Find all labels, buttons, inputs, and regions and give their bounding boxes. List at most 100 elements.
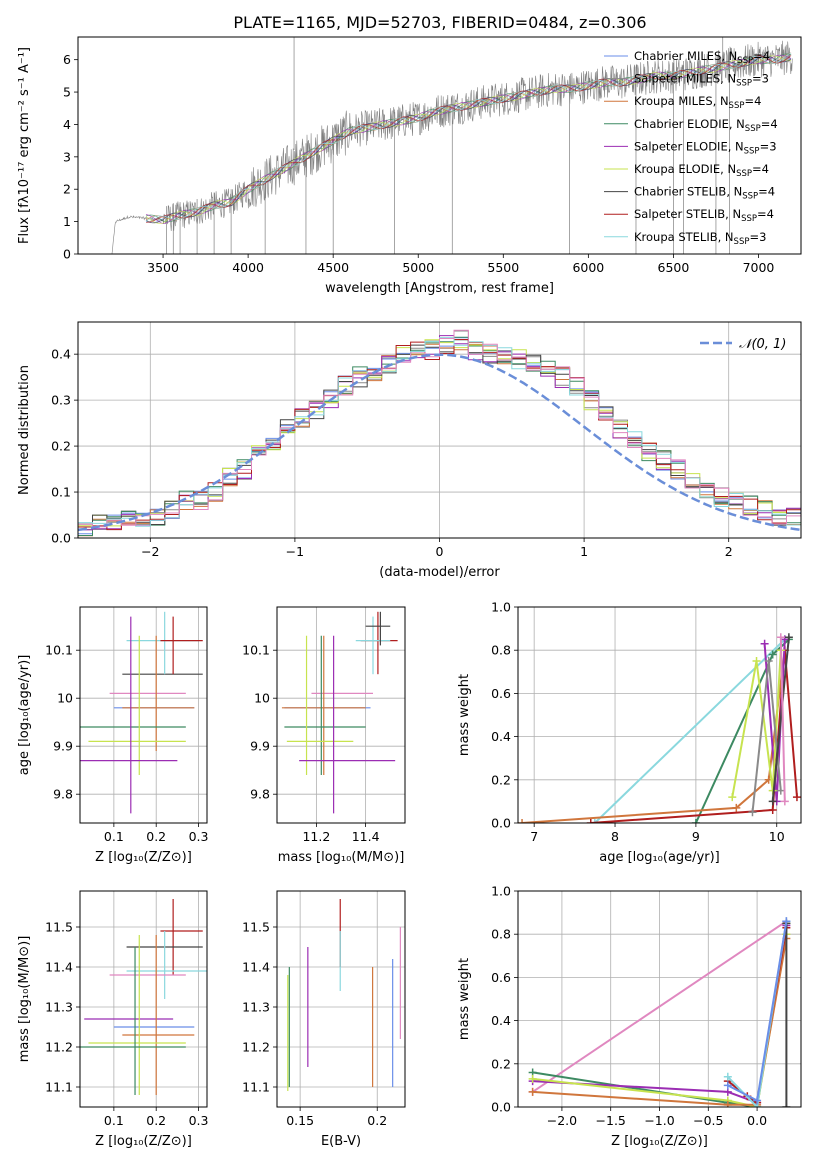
age-vs-mass-plot-area <box>281 611 398 814</box>
mass-vs-EBV-panel: 0.15 0.2 11.1 11.2 11.3 11.4 11.5 E(B-V) <box>242 890 406 1149</box>
x-tick-label: 11.2 <box>302 829 330 844</box>
weight-marker <box>784 633 793 642</box>
weight-marker <box>776 633 785 642</box>
x-tick-label: 0.2 <box>146 1113 166 1128</box>
y-tick-label: 0 <box>63 247 71 262</box>
y-tick-label: 0.4 <box>491 1013 511 1028</box>
legend-name: Chabrier ELODIE, N <box>634 117 745 131</box>
x-axis-label: (data-model)/error <box>379 565 500 580</box>
weight-line <box>771 637 790 802</box>
weight-marker <box>780 635 789 644</box>
y-axis-label: mass weight <box>457 674 472 756</box>
error-bar-point <box>160 899 203 975</box>
weight-marker <box>586 819 595 823</box>
x-tick-label: 2 <box>725 544 733 559</box>
error-bar-point <box>286 635 354 775</box>
weight-marker <box>768 650 777 659</box>
axes-frame <box>79 606 208 824</box>
x-tick-label: 0.3 <box>189 829 209 844</box>
legend-sub: SSP <box>745 124 761 134</box>
x-tick-label: 0.15 <box>286 1113 314 1128</box>
x-axis-label: Z [log₁₀(Z/Z⊙)] <box>611 1134 708 1149</box>
x-tick-label: 10 <box>769 829 785 844</box>
mass-weight-vs-age-panel: 7 8 9 10 0.0 0.2 0.4 0.6 0.8 1.0 age [log₁₀(age/yr… <box>457 600 802 865</box>
legend-sub: SSP <box>737 56 753 66</box>
mass-vs-Z-panel: 0.1 0.2 0.3 11.1 11.2 11.3 11.4 11.5 Z [log₁₀(Z/… <box>17 890 209 1149</box>
y-tick-label: 0.2 <box>491 1056 511 1071</box>
error-bar-point <box>126 611 199 675</box>
legend-label: Salpeter MILES, NSSP=3 <box>634 72 769 89</box>
y-tick-label: 11.5 <box>242 920 270 935</box>
y-tick-label: 0.8 <box>491 927 511 942</box>
axes-frame <box>517 890 802 1108</box>
legend-label: Chabrier STELIB, NSSP=4 <box>634 185 775 202</box>
y-tick-label: 0.8 <box>491 643 511 658</box>
weight-line <box>731 650 782 798</box>
legend-suffix: =4 <box>761 117 778 131</box>
x-tick-label: 4000 <box>232 260 264 275</box>
legend-name: Kroupa MILES, N <box>634 94 729 108</box>
x-tick-label: 6500 <box>658 260 690 275</box>
gaussian-curve <box>78 353 801 532</box>
weight-line <box>532 938 788 1106</box>
x-tick-label: 0.1 <box>104 1113 124 1128</box>
y-tick-label: 0.0 <box>491 816 511 831</box>
axes-frame <box>517 606 802 824</box>
legend-name: Kroupa STELIB, N <box>634 230 734 244</box>
x-tick-label: 3500 <box>147 260 179 275</box>
legend-label: 𝒩(0, 1) <box>739 337 786 352</box>
weight-line <box>594 638 786 823</box>
error-bar-point <box>281 635 366 775</box>
legend-suffix: =3 <box>760 139 777 153</box>
mass-weight-vs-age-plot-area <box>518 633 801 823</box>
y-tick-label: 0.2 <box>51 439 71 454</box>
legend-suffix: =4 <box>758 185 775 199</box>
y-axis-label: Normed distribution <box>17 365 32 495</box>
weight-marker <box>780 797 789 806</box>
weight-marker <box>691 819 700 823</box>
legend-label: Salpeter STELIB, NSSP=4 <box>634 207 774 224</box>
y-tick-label: 0.6 <box>491 970 511 985</box>
axes-frame <box>276 890 406 1108</box>
legend-name: Salpeter MILES, N <box>634 72 736 86</box>
x-tick-label: 5500 <box>487 260 519 275</box>
weight-marker <box>760 639 769 648</box>
y-tick-label: 3 <box>63 149 71 164</box>
legend-label: Salpeter ELODIE, NSSP=3 <box>634 139 777 156</box>
legend-label: Kroupa MILES, NSSP=4 <box>634 94 761 111</box>
x-tick-label: 0.3 <box>189 1113 209 1128</box>
residuals-plot-area <box>78 329 801 537</box>
x-tick-label: 7000 <box>743 260 775 275</box>
legend-suffix: =4 <box>757 207 774 221</box>
y-axis-label: mass weight <box>457 958 472 1040</box>
legend-suffix: =4 <box>744 94 761 108</box>
x-tick-label: 0.2 <box>367 1113 387 1128</box>
y-tick-label: 10 <box>57 691 73 706</box>
weight-marker <box>723 1072 732 1081</box>
mass-vs-EBV-plot-area <box>287 899 401 1091</box>
x-tick-label: −1.5 <box>596 1113 626 1128</box>
y-tick-label: 11.1 <box>242 1080 270 1095</box>
weight-marker <box>776 786 785 795</box>
x-tick-label: 6000 <box>572 260 604 275</box>
y-tick-label: 11.3 <box>45 1000 73 1015</box>
legend-name: Kroupa ELODIE, N <box>634 162 736 176</box>
weight-marker <box>792 793 801 802</box>
legend-suffix: =4 <box>753 49 770 63</box>
spectrum-panel: 3500 4000 4500 5000 5500 6000 6500 7000 0 1 2 3 4 5 6 w… <box>17 36 802 296</box>
mass-weight-vs-Z-plot-area <box>528 917 791 1107</box>
weight-marker <box>723 1081 732 1090</box>
legend-sub: SSP <box>742 192 758 202</box>
x-axis-label: wavelength [Angstrom, rest frame] <box>325 281 554 296</box>
y-tick-label: 5 <box>63 85 71 100</box>
x-tick-label: 0 <box>436 544 444 559</box>
y-tick-label: 0.4 <box>491 729 511 744</box>
age-vs-Z-panel: 0.1 0.2 0.3 9.8 9.9 10 10.1 Z [log₁₀(Z/Z⊙)] age … <box>17 606 209 865</box>
y-axis-label: Flux [fλ10⁻¹⁷ erg cm⁻² s⁻¹ A⁻¹] <box>17 47 32 244</box>
histogram-step <box>78 329 801 528</box>
mass-weight-vs-Z-panel: −2.0 −1.5 −1.0 −0.5 0.0 0.0 0.2 0.4 0.6 0.8 1.0 Z [… <box>457 884 802 1149</box>
figure-title: PLATE=1165, MJD=52703, FIBERID=0484, z=0… <box>233 13 646 32</box>
y-tick-label: 0.0 <box>491 1100 511 1115</box>
y-tick-label: 11.2 <box>45 1040 73 1055</box>
y-tick-label: 10 <box>254 691 270 706</box>
